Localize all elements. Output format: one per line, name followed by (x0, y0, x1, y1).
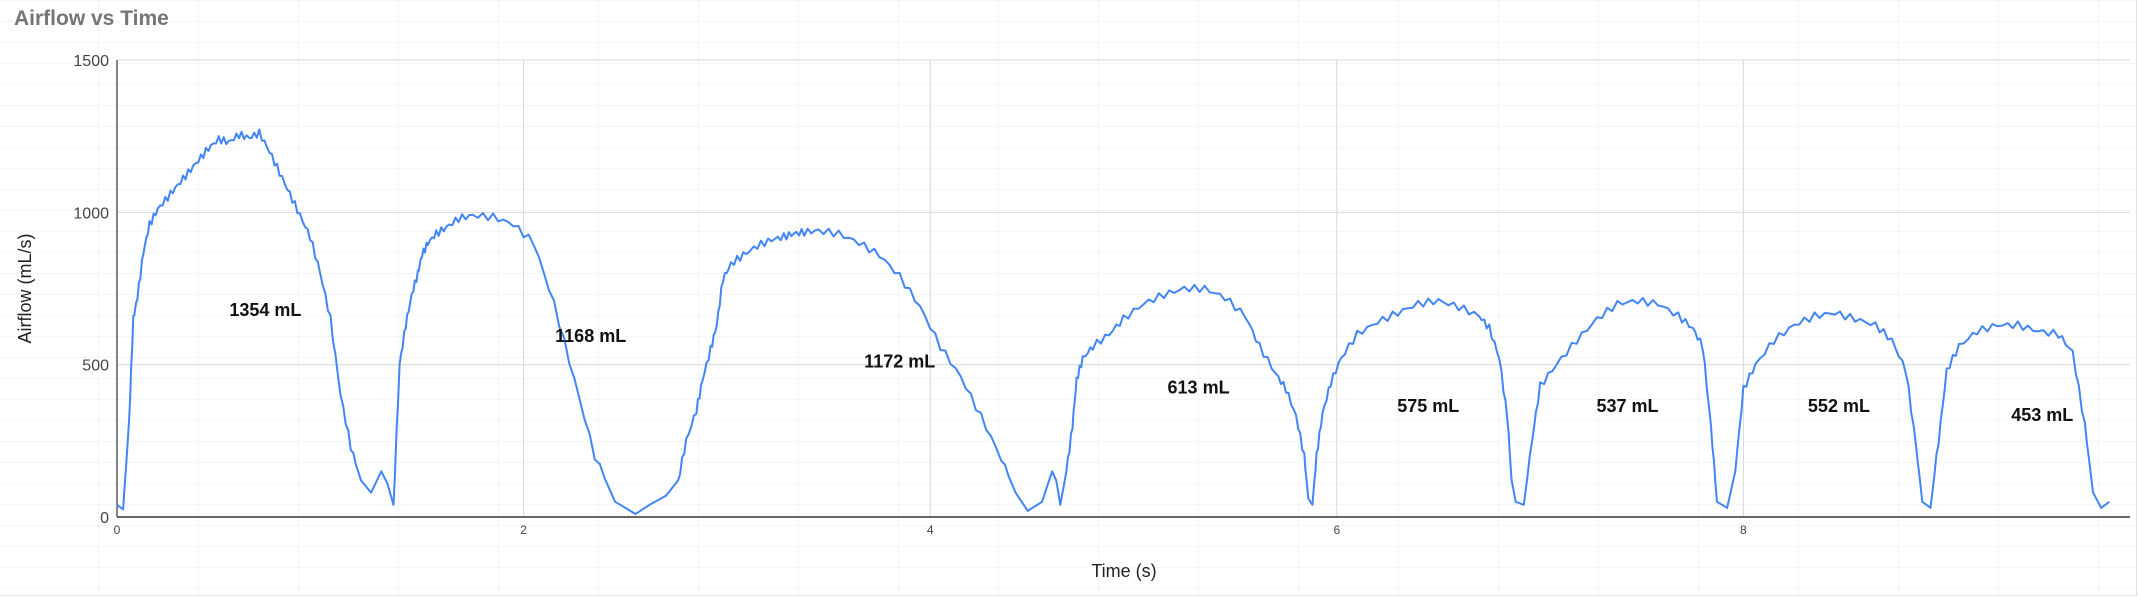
series-line-0 (116, 128, 2110, 515)
grid (117, 59, 2130, 517)
x-tick-label: 0 (114, 523, 121, 537)
volume-annotation: 1168 mL (555, 326, 626, 346)
volume-annotation: 575 mL (1397, 396, 1459, 416)
x-tick-label: 6 (1333, 523, 1340, 537)
x-tick-label: 8 (1740, 523, 1747, 537)
x-tick-label: 4 (927, 523, 934, 537)
y-tick-label: 1500 (73, 53, 109, 70)
labels: 0 500 1000 1500 0 2 4 6 8 1354 mL 1168 mL 1172 mL 61… (73, 53, 2073, 537)
y-axis-label: Airflow (mL/s) (15, 233, 35, 343)
volume-annotation: 613 mL (1168, 378, 1230, 398)
chart-title: Airflow vs Time (14, 7, 169, 30)
volume-annotation: 1354 mL (229, 300, 301, 320)
series-layer (116, 128, 2110, 515)
y-tick-label: 0 (100, 510, 109, 527)
x-tick-label: 2 (520, 523, 527, 537)
volume-annotation: 453 mL (2011, 405, 2073, 425)
x-axis-label: Time (s) (1091, 561, 1156, 581)
volume-annotation: 537 mL (1596, 396, 1658, 416)
y-tick-label: 500 (82, 358, 109, 375)
axes (116, 60, 2130, 518)
volume-annotation: 552 mL (1808, 396, 1870, 416)
volume-annotation: 1172 mL (864, 352, 935, 372)
y-tick-label: 1000 (73, 205, 109, 222)
